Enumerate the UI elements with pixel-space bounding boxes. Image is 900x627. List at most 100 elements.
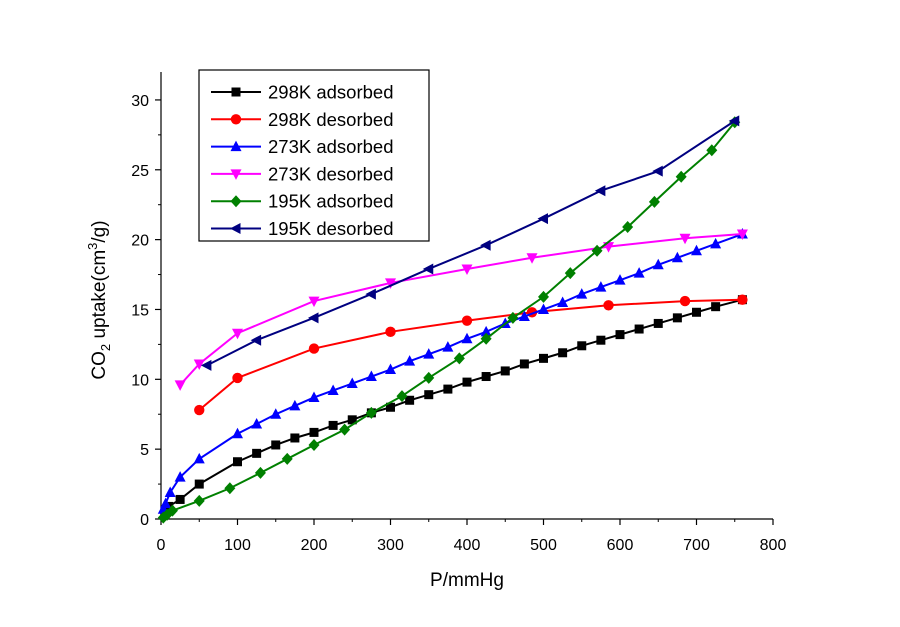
- data-point: [281, 452, 293, 465]
- y-tick-label: 0: [140, 512, 149, 529]
- data-point: [675, 170, 687, 183]
- data-point: [174, 471, 186, 482]
- data-point: [507, 311, 519, 324]
- data-point: [671, 251, 683, 263]
- y-title-sup: 3: [85, 243, 100, 250]
- data-point: [347, 415, 357, 425]
- data-point: [576, 288, 588, 299]
- data-point: [594, 185, 606, 197]
- data-point: [232, 328, 243, 340]
- data-point: [233, 457, 242, 467]
- data-point: [728, 115, 740, 127]
- x-tick-label: 800: [760, 537, 787, 554]
- data-point: [271, 440, 281, 450]
- data-point: [679, 295, 691, 307]
- x-tick-label: 500: [530, 537, 557, 554]
- data-point: [577, 341, 587, 351]
- axes: 0 100 200 300 400 500 600 700 800 0 5 10 15 20 25 30: [131, 72, 786, 554]
- data-point: [538, 303, 549, 314]
- legend-entry: 298K adsorbed: [211, 82, 394, 103]
- data-point: [443, 384, 453, 394]
- data-point: [652, 165, 663, 177]
- legend-label: 195K adsorbed: [268, 191, 394, 212]
- y-tick-label: 30: [131, 93, 149, 110]
- data-point: [396, 390, 408, 403]
- x-tick-label: 200: [301, 537, 328, 554]
- data-point: [558, 348, 568, 358]
- data-point: [251, 418, 263, 429]
- data-point: [327, 384, 339, 395]
- data-point: [595, 281, 607, 292]
- legend-label: 273K desorbed: [268, 163, 394, 184]
- data-point: [175, 494, 185, 504]
- legend-label: 195K desorbed: [268, 218, 394, 239]
- legend: 298K adsorbed 298K desorbed 273K adsorbed 2…: [198, 69, 430, 242]
- data-point: [160, 497, 172, 509]
- data-point: [710, 237, 722, 249]
- data-point: [328, 420, 338, 430]
- legend-box: [198, 69, 430, 242]
- legend-entry: 195K desorbed: [211, 218, 394, 239]
- data-point: [461, 264, 473, 275]
- legend-marker: [230, 195, 242, 208]
- data-point: [164, 486, 176, 497]
- data-point: [232, 372, 243, 384]
- x-tick-label: 400: [454, 537, 481, 554]
- legend-entry: 273K adsorbed: [211, 136, 394, 157]
- data-point: [596, 335, 606, 345]
- data-point: [564, 267, 576, 280]
- x-tick-label: 300: [377, 537, 404, 554]
- data-point: [308, 438, 320, 451]
- data-point: [423, 371, 435, 384]
- data-point: [405, 395, 415, 405]
- data-point: [193, 359, 205, 370]
- data-point: [481, 372, 491, 382]
- series-195k-desorbed: [200, 115, 740, 371]
- data-point: [591, 244, 603, 257]
- data-point: [518, 310, 530, 321]
- data-point: [633, 267, 645, 278]
- legend-marker: [230, 140, 242, 152]
- data-point: [603, 300, 614, 311]
- data-point: [442, 341, 454, 352]
- data-point: [539, 353, 548, 363]
- data-point: [422, 263, 434, 275]
- series-273k-adsorbed: [157, 228, 748, 514]
- series-line: [179, 233, 743, 386]
- legend-marker: [230, 223, 241, 234]
- data-point: [250, 334, 262, 346]
- y-title-prefix: CO: [89, 351, 110, 380]
- data-point: [500, 366, 510, 376]
- data-point: [691, 244, 702, 256]
- data-point: [385, 326, 396, 338]
- data-point: [232, 427, 243, 439]
- data-point: [538, 290, 549, 303]
- data-point: [480, 332, 492, 345]
- legend-label: 273K adsorbed: [268, 136, 394, 157]
- data-point: [365, 370, 377, 382]
- x-axis-title: P/mmHg: [430, 570, 504, 591]
- y-tick-label: 5: [140, 442, 149, 459]
- data-point: [308, 343, 320, 354]
- data-point: [308, 312, 319, 324]
- data-point: [480, 239, 491, 251]
- data-point: [737, 294, 748, 305]
- data-point: [289, 399, 301, 411]
- data-point: [365, 288, 376, 300]
- legend-entry: 298K desorbed: [211, 109, 394, 130]
- data-point: [672, 313, 682, 323]
- series-line: [163, 298, 743, 516]
- data-point: [166, 504, 178, 517]
- series-298k-desorbed: [194, 294, 748, 416]
- series-273k-desorbed: [174, 229, 748, 391]
- data-point: [453, 352, 465, 365]
- data-point: [308, 296, 320, 308]
- data-point: [652, 258, 664, 270]
- y-title-mid: uptake(cm: [89, 250, 110, 344]
- legend-label: 298K adsorbed: [268, 82, 394, 103]
- data-point: [462, 377, 472, 387]
- data-point: [194, 479, 204, 489]
- data-point: [346, 377, 358, 389]
- series-line: [206, 120, 736, 367]
